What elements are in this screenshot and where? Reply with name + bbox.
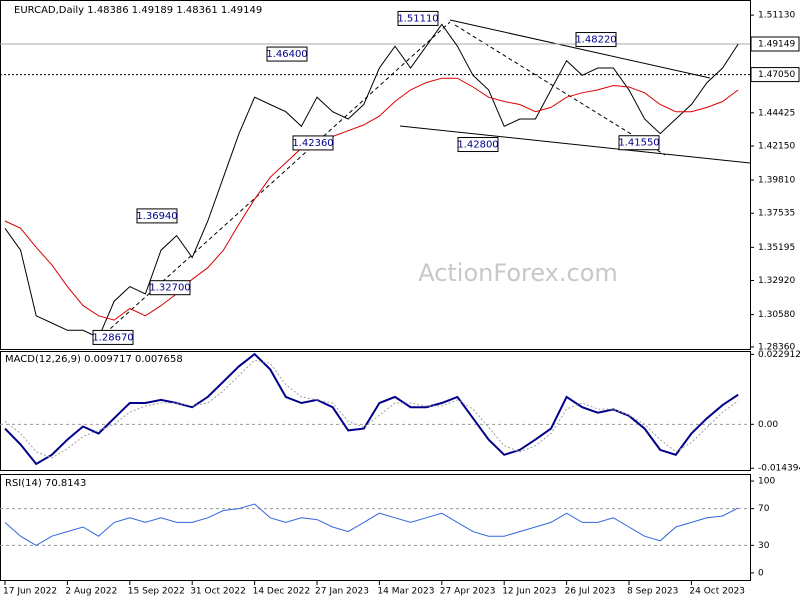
x-tick-label: 15 Sep 2022 <box>128 587 185 597</box>
price-title: EURCAD,Daily 1.48386 1.49189 1.48361 1.4… <box>14 5 262 16</box>
x-tick-label: 14 Dec 2022 <box>253 587 311 597</box>
annotation: 1.42360 <box>292 138 333 149</box>
annotation-box <box>575 32 617 48</box>
trendline <box>399 125 751 164</box>
rsi-panel <box>0 474 751 581</box>
y-tick-label: 1.37535 <box>758 209 795 219</box>
series-line <box>4 352 739 466</box>
price-label-box <box>750 36 800 52</box>
price-label: 1.49149 <box>758 40 795 50</box>
y-tick-label: 0 <box>758 568 764 578</box>
annotation: 1.32700 <box>149 283 190 294</box>
price-label: 1.47050 <box>758 70 795 80</box>
annotation: 1.41550 <box>618 138 659 149</box>
price-label-box <box>750 67 800 83</box>
x-tick-label: 27 Jan 2023 <box>315 587 369 597</box>
annotation-box <box>136 208 178 224</box>
annotation: 1.36940 <box>136 211 177 222</box>
annotation: 1.46400 <box>266 49 307 60</box>
x-tick-label: 12 Jun 2023 <box>502 587 556 597</box>
y-tick-label: 1.32920 <box>758 276 795 286</box>
y-tick-label: 0.022912 <box>758 350 800 360</box>
annotation: 1.48220 <box>575 35 616 46</box>
annotation-box <box>92 329 134 345</box>
series-line <box>4 359 739 459</box>
price-panel <box>0 0 751 350</box>
trendline <box>449 19 711 79</box>
x-tick-label: 31 Oct 2022 <box>190 587 246 597</box>
annotation: 1.42800 <box>457 140 498 151</box>
annotation-box <box>457 137 499 153</box>
y-tick-label: 100 <box>758 477 775 487</box>
y-tick-label: 30 <box>758 541 770 551</box>
y-tick-label: 1.35195 <box>758 243 795 253</box>
annotation: 1.28670 <box>92 332 133 343</box>
annotation: 1.51110 <box>397 13 438 24</box>
y-tick-label: 70 <box>758 504 770 514</box>
rsi-title: RSI(14) 70.8143 <box>5 478 86 489</box>
y-tick-label: 1.30580 <box>758 310 795 320</box>
series-line <box>4 77 739 321</box>
trendline <box>454 24 666 156</box>
x-tick-label: 17 Jun 2022 <box>3 587 57 597</box>
y-tick-label: 0.00 <box>758 420 778 430</box>
annotation-box <box>618 135 660 151</box>
y-tick-label: 1.39810 <box>758 176 795 186</box>
x-tick-label: 27 Apr 2023 <box>440 587 496 597</box>
series-line <box>4 23 739 339</box>
y-tick-label: 1.42150 <box>758 141 795 151</box>
series-line <box>4 503 739 546</box>
x-tick-label: 24 Oct 2023 <box>689 587 745 597</box>
x-tick-label: 8 Sep 2023 <box>627 587 678 597</box>
annotation-box <box>149 280 191 296</box>
annotation-box <box>397 10 439 26</box>
y-tick-label: 1.44425 <box>758 108 795 118</box>
y-tick-label: 1.51130 <box>758 11 795 21</box>
watermark: ActionForex.com <box>418 259 618 287</box>
x-tick-label: 14 Mar 2023 <box>377 587 434 597</box>
x-tick-label: 2 Aug 2022 <box>65 587 117 597</box>
y-tick-label: -0.014394 <box>758 464 800 474</box>
x-tick-label: 26 Jul 2023 <box>565 587 616 597</box>
macd-panel <box>0 351 751 471</box>
trendlines <box>99 19 751 339</box>
macd-title: MACD(12,26,9) 0.009717 0.007658 <box>5 354 183 365</box>
annotation-box <box>266 46 308 62</box>
annotation-box <box>292 135 334 151</box>
y-tick-label: 1.28360 <box>758 342 795 352</box>
